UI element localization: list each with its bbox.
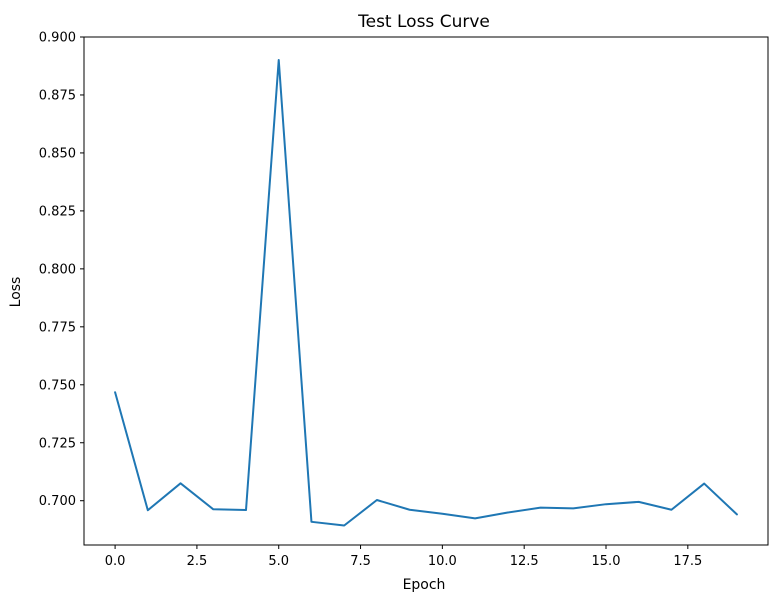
x-tick-label: 10.0: [428, 554, 457, 569]
loss-line: [114, 58, 738, 527]
y-tick-label: 0.875: [39, 88, 76, 103]
plot-area: 0.0 2.5 5.0 7.5 10.0 12.5 15.0 17.5 0.700 0.725 0.…: [39, 31, 769, 569]
y-tick-label: 0.900: [39, 31, 76, 46]
y-tick-label: 0.700: [39, 494, 76, 509]
y-tick-label: 0.725: [39, 436, 76, 451]
x-tick-label: 2.5: [187, 554, 208, 569]
x-tick-label: 0.0: [105, 554, 126, 569]
x-tick-label: 15.0: [592, 554, 621, 569]
axes-frame: [83, 36, 769, 546]
y-tick-label: 0.775: [39, 320, 76, 335]
x-tick-label: 5.0: [268, 554, 289, 569]
x-tick-label: 12.5: [510, 554, 539, 569]
y-axis-label: Loss: [8, 277, 24, 308]
x-tick-label: 17.5: [673, 554, 702, 569]
y-tick-label: 0.850: [39, 146, 76, 161]
chart-title: Test Loss Curve: [357, 12, 490, 32]
y-tick-label: 0.825: [39, 204, 76, 219]
x-tick-label: 7.5: [350, 554, 371, 569]
y-tick-label: 0.800: [39, 262, 76, 277]
x-axis-label: Epoch: [403, 577, 446, 593]
y-tick-label: 0.750: [39, 378, 76, 393]
